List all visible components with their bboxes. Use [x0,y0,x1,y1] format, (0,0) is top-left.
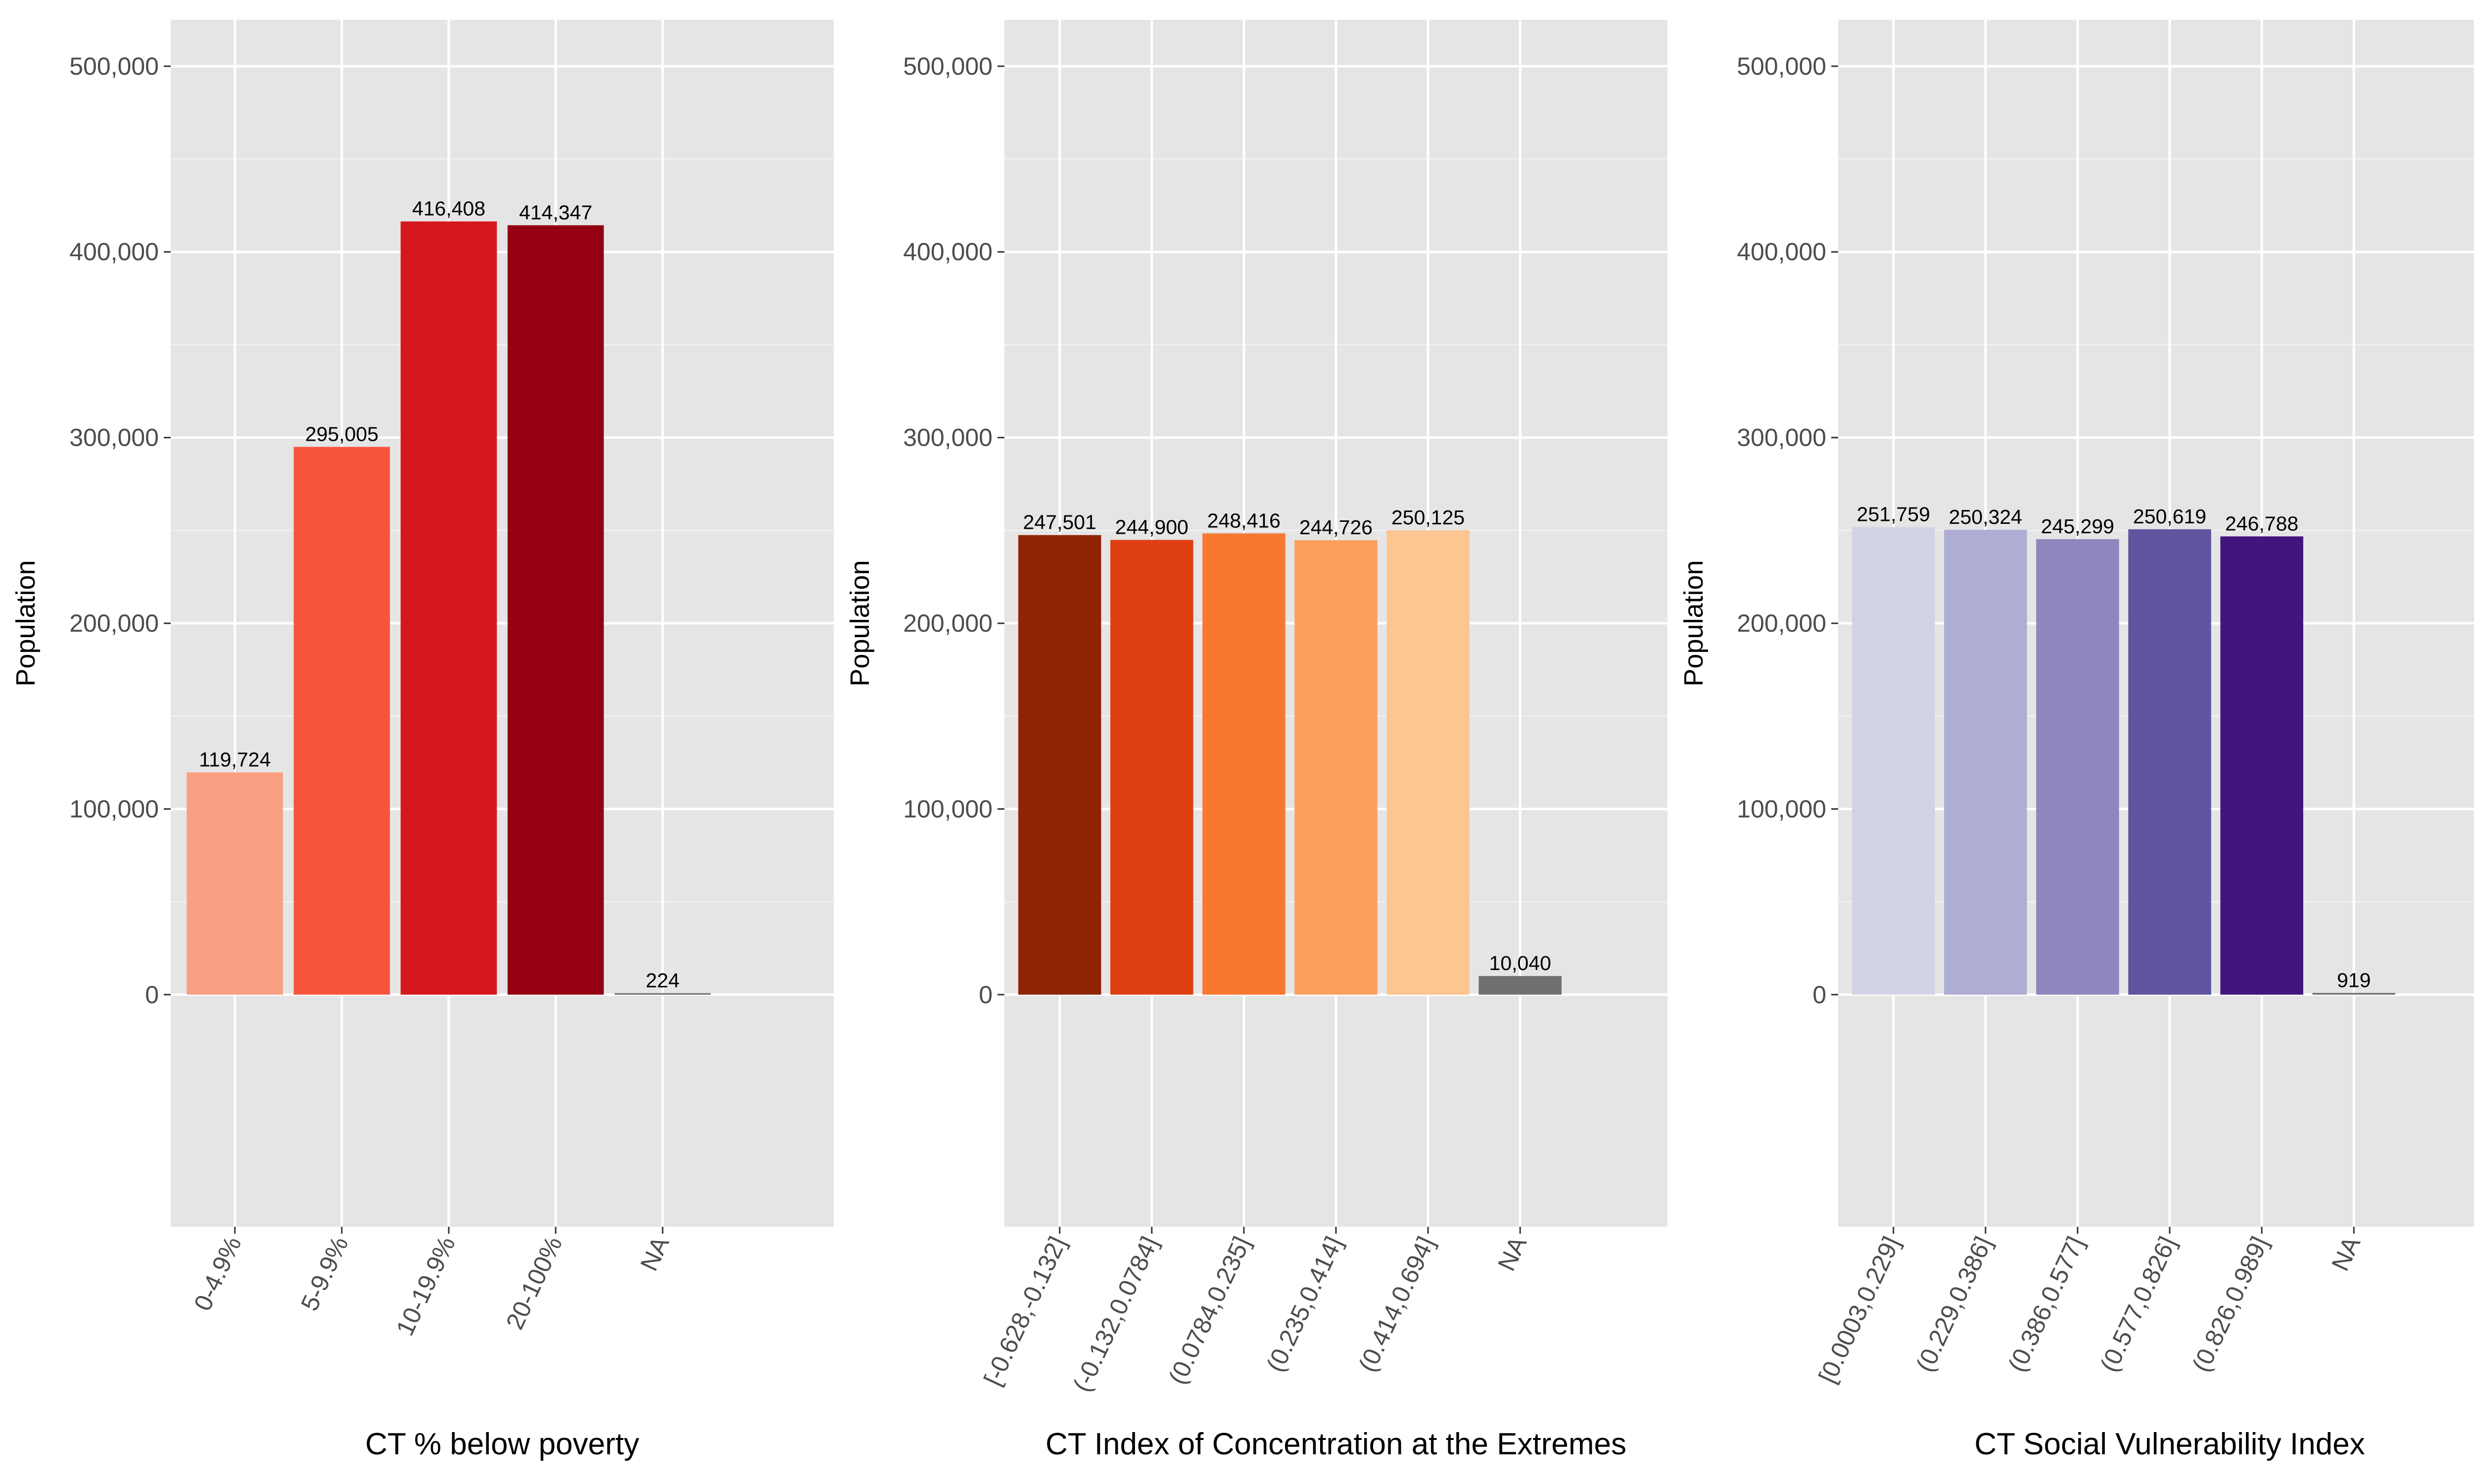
y-tick-label: 400,000 [69,238,159,266]
bar-value-label: 295,005 [305,422,379,445]
bar-ice-1 [1110,540,1193,995]
y-tick-label: 300,000 [1737,424,1826,452]
bar-poverty-0 [187,772,283,995]
y-tick-label: 100,000 [1737,795,1826,823]
bar-poverty-4 [614,993,711,995]
bar-value-label: 414,347 [519,201,592,224]
bar-poverty-2 [400,221,497,995]
x-tick-label: NA [1492,1232,1532,1275]
bar-svi-2 [2036,539,2119,995]
bar-svi-1 [1944,530,2027,995]
bar-value-label: 246,788 [2225,512,2298,535]
y-tick-label: 100,000 [69,795,159,823]
bar-value-label: 247,501 [1023,511,1096,534]
y-tick-label: 300,000 [903,424,993,452]
chart-panel-ice: 0 100,000 200,000 300,000 400,000 500,000 247,… [845,20,1667,1461]
bar-value-label: 248,416 [1207,509,1281,532]
x-tick-label: (0.0784,0.235] [1163,1232,1256,1389]
bar-svi-5 [2312,993,2395,995]
bar-svi-3 [2128,529,2211,995]
y-tick-label: 100,000 [903,795,993,823]
x-tick-label: 10-19.9% [391,1232,461,1340]
x-tick-label: [0.0003,0.229] [1813,1232,1905,1387]
y-axis-label: Population [1679,560,1709,686]
bar-poverty-3 [507,225,604,995]
x-tick-label: (-0.132,0.0784] [1068,1232,1164,1396]
bar-value-label: 416,408 [412,197,485,220]
y-tick-label: 200,000 [903,609,993,637]
y-tick-label: 0 [979,981,993,1009]
y-tick-label: 500,000 [1737,52,1826,80]
x-tick-label: (0.826,0.989] [2187,1232,2274,1376]
y-tick-label: 200,000 [69,609,159,637]
bar-ice-4 [1386,530,1470,995]
bar-ice-2 [1202,533,1285,995]
y-tick-label: 300,000 [69,424,159,452]
y-tick-label: 0 [145,981,159,1009]
x-tick-label: (0.235,0.414] [1261,1232,1348,1376]
y-tick-label: 200,000 [1737,609,1826,637]
chart-panel-svi: 0 100,000 200,000 300,000 400,000 500,000 251,… [1679,20,2474,1461]
x-tick-label: NA [635,1232,674,1275]
x-tick-label: 20-100% [501,1232,568,1334]
bar-value-label: 244,726 [1299,516,1373,539]
bar-ice-3 [1294,540,1378,995]
x-tick-label: 5-9.9% [295,1232,354,1315]
bar-value-label: 251,759 [1857,503,1930,526]
y-tick-label: 400,000 [903,238,993,266]
y-tick-label: 500,000 [69,52,159,80]
chart-panel-poverty: 0 100,000 200,000 300,000 400,000 500,000 119,… [11,20,834,1461]
x-axis-label: CT Social Vulnerability Index [1974,1427,2365,1461]
x-axis-label: CT Index of Concentration at the Extreme… [1046,1427,1626,1461]
y-axis-label: Population [11,560,41,686]
x-tick-label: NA [2326,1232,2366,1275]
x-tick-label: (0.414,0.694] [1353,1232,1440,1376]
y-tick-label: 500,000 [903,52,993,80]
bar-value-label: 250,125 [1391,506,1465,529]
y-axis-label: Population [845,560,875,686]
y-tick-label: 0 [1812,981,1826,1009]
x-tick-label: (0.577,0.826] [2095,1232,2182,1376]
bar-value-label: 250,324 [1949,506,2022,528]
bar-value-label: 919 [2337,969,2371,991]
bar-svi-0 [1852,527,1935,995]
x-tick-label: 0-4.9% [189,1232,247,1315]
bar-poverty-1 [293,447,390,995]
bar-svi-4 [2220,536,2303,995]
bar-value-label: 250,619 [2133,505,2206,528]
bar-ice-5 [1478,976,1562,995]
bar-value-label: 244,900 [1115,515,1189,538]
x-tick-label: (0.229,0.386] [1910,1232,1997,1376]
x-tick-label: (0.386,0.577] [2003,1232,2090,1376]
bar-value-label: 245,299 [2041,515,2114,538]
bar-ice-0 [1018,535,1101,995]
x-axis-label: CT % below poverty [365,1427,639,1461]
bar-value-label: 119,724 [199,748,271,771]
bar-value-label: 224 [646,969,679,992]
bar-value-label: 10,040 [1489,952,1551,974]
y-tick-label: 400,000 [1737,238,1826,266]
x-tick-label: [-0.628,-0.132] [978,1232,1071,1390]
